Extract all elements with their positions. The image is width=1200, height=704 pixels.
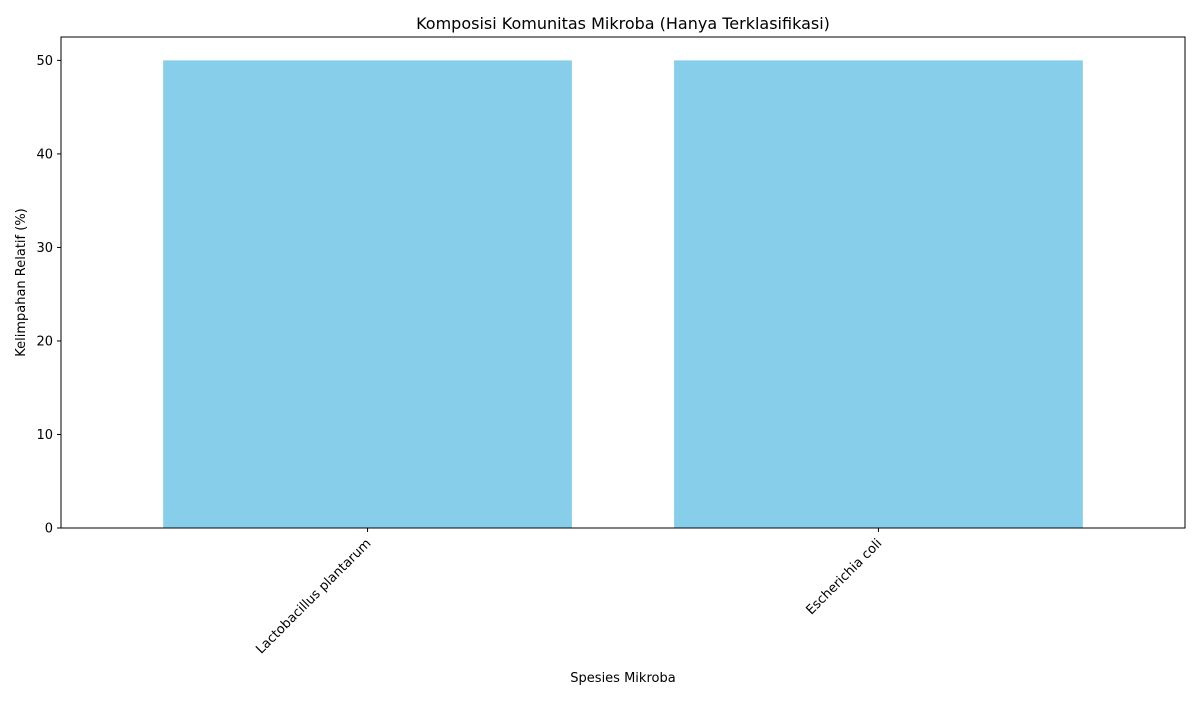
bar <box>163 60 572 528</box>
y-tick-label: 10 <box>36 428 53 443</box>
y-tick-label: 20 <box>36 334 53 349</box>
plot-frame <box>60 36 1186 529</box>
y-axis: 0 10 20 30 40 50 <box>36 54 61 537</box>
y-tick-label: 30 <box>36 241 53 256</box>
x-tick-label: Lactobacillus plantarum <box>253 536 374 657</box>
y-tick-label: 40 <box>36 147 53 162</box>
bars-layer <box>163 60 1083 528</box>
y-tick-label: 50 <box>36 54 53 69</box>
chart-title: Komposisi Komunitas Mikroba (Hanya Terkl… <box>416 14 830 33</box>
x-tick-label: Escherichia coli <box>803 536 885 618</box>
bar <box>674 60 1083 528</box>
x-axis-label: Spesies Mikroba <box>570 671 675 686</box>
y-axis-label: Kelimpahan Relatif (%) <box>14 208 29 357</box>
x-axis: Lactobacillus plantarum Escherichia coli <box>253 528 885 657</box>
y-tick-label: 0 <box>45 522 53 537</box>
